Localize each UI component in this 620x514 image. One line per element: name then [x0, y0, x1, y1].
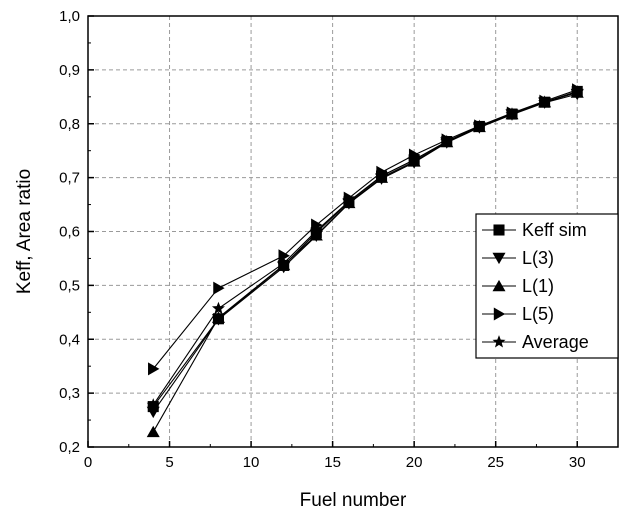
y-tick-label: 0,9 [59, 62, 80, 79]
y-axis-title: Keff, Area ratio [14, 169, 35, 294]
x-tick-label: 0 [84, 454, 92, 471]
y-tick-label: 0,7 [59, 170, 80, 187]
legend: Keff sim L(3) L(1) L(5) Average [475, 213, 619, 359]
legend-marker [492, 335, 506, 348]
data-point [309, 224, 323, 237]
data-point [440, 134, 454, 148]
y-tick-label: 0,5 [59, 277, 80, 294]
legend-item: Keff sim [482, 220, 587, 240]
series-line [152, 89, 578, 370]
data-point [407, 153, 421, 166]
data-point [472, 119, 486, 132]
x-tick-label: 20 [406, 454, 423, 471]
x-axis-title: Fuel number [300, 490, 407, 511]
legend-label: Keff sim [522, 220, 587, 240]
data-point [211, 311, 225, 323]
data-point [211, 301, 225, 315]
data-point [538, 95, 552, 108]
data-point [505, 107, 519, 120]
data-point [342, 194, 356, 207]
legend-label: L(1) [522, 276, 554, 296]
legend-item: Average [482, 332, 589, 352]
x-tick-label: 15 [324, 454, 341, 471]
data-point [278, 249, 290, 263]
data-point [375, 169, 389, 182]
series-average [146, 85, 584, 411]
data-point [146, 398, 160, 411]
x-tick-label: 5 [165, 454, 173, 471]
y-tick-label: 0,6 [59, 224, 80, 241]
y-tick-label: 0,4 [59, 331, 80, 348]
y-tick-label: 0,3 [59, 385, 80, 402]
y-tick-label: 0,2 [59, 439, 80, 456]
x-tick-label: 10 [243, 454, 260, 471]
data-point [213, 281, 225, 295]
data-point [148, 362, 160, 376]
legend-item: L(3) [482, 248, 554, 268]
x-tick-label: 25 [487, 454, 504, 471]
y-tick-label: 0,8 [59, 116, 80, 133]
series-layer [146, 83, 584, 438]
legend-marker [493, 224, 505, 236]
data-point [146, 425, 160, 438]
data-point [311, 218, 323, 232]
legend-label: L(3) [522, 248, 554, 268]
data-point [146, 406, 160, 419]
axis-ticks: 0 5 10 15 20 25 30 0,2 0,3 0,4 0,5 0,6 0,7 0,8 0,9 1,0 [59, 8, 585, 471]
legend-label: L(5) [522, 304, 554, 324]
data-point [309, 229, 323, 241]
data-point [277, 256, 291, 269]
y-tick-label: 1,0 [59, 8, 80, 25]
legend-marker [492, 279, 506, 292]
data-point [570, 85, 584, 98]
legend-label: Average [522, 332, 589, 352]
legend-item: L(1) [482, 276, 554, 296]
legend-item: L(5) [482, 304, 554, 324]
legend-marker [492, 252, 506, 265]
legend-marker [493, 307, 506, 321]
x-tick-label: 30 [569, 454, 586, 471]
